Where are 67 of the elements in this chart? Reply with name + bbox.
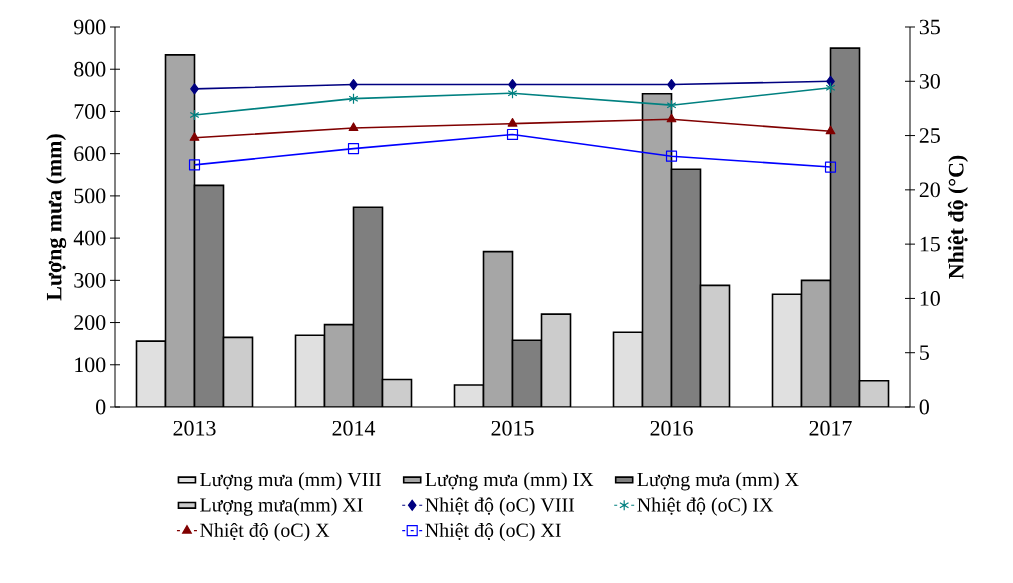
legend-label: Lượng mưa (mm) VIII [200, 472, 381, 491]
bar [641, 92, 673, 407]
point [825, 82, 836, 94]
point [190, 83, 199, 95]
bar [511, 339, 543, 407]
y2-tick-label: 10 [920, 291, 940, 306]
x-tick-label: 2013 [173, 420, 216, 436]
y2-tick-label: 5 [920, 345, 929, 360]
bar [612, 331, 644, 407]
point [189, 109, 200, 121]
legend-label: Nhiệt độ (oC) VIII [425, 497, 575, 516]
y-tick-label: 100 [75, 357, 106, 373]
point [506, 128, 519, 141]
point [189, 132, 200, 141]
y2-tick-label: 30 [919, 73, 940, 89]
point [348, 93, 359, 105]
bar [381, 378, 413, 407]
bar [699, 284, 731, 407]
y-tick-label: 300 [74, 272, 106, 288]
bar [771, 293, 803, 407]
x-tick-label: 2015 [491, 420, 534, 436]
point [665, 150, 678, 162]
x-tick-label: 2014 [332, 420, 376, 436]
bar [482, 250, 514, 407]
point [507, 87, 518, 99]
y-axis-title: Lượng mưa (mm) [46, 134, 67, 301]
bar [193, 184, 225, 407]
bar [323, 323, 355, 407]
y-tick-label: 500 [74, 188, 106, 204]
legend-label: Lượng mưa (mm) X [637, 472, 799, 491]
y-tick-label: 200 [74, 315, 106, 330]
y-tick-label: 800 [74, 61, 106, 77]
bar [670, 168, 702, 407]
point [347, 143, 360, 155]
y-tick-label: 400 [73, 230, 106, 246]
point [507, 118, 518, 127]
bar [352, 206, 384, 407]
y2-tick-label: 20 [919, 182, 940, 198]
y-tick-label: 700 [74, 104, 106, 119]
bar [222, 336, 254, 407]
bar [829, 47, 861, 407]
y-tick-label: 600 [74, 146, 106, 162]
y2-tick-label: 35 [919, 19, 940, 35]
y2-tick-label: 25 [919, 128, 940, 143]
legend-label: Nhiệt độ (oC) XI [425, 522, 561, 542]
bar [164, 54, 196, 407]
point [666, 113, 677, 123]
x-tick-label: 2017 [809, 420, 852, 436]
point [348, 122, 359, 132]
legend-label: Lượng mưa(mm) XI [200, 497, 363, 516]
y2-axis-title: Nhiệt độ (°C) [947, 155, 969, 279]
point [666, 99, 677, 111]
x-tick-label: 2016 [650, 420, 693, 436]
y2-tick-label: 0 [919, 399, 929, 415]
y2-tick-label: 15 [920, 236, 940, 252]
y-tick-label: 900 [74, 19, 106, 35]
bar [294, 334, 326, 407]
legend-label: Nhiệt độ (oC) IX [637, 497, 774, 516]
bar [135, 340, 167, 407]
point [825, 125, 836, 135]
legend-label: Nhiệt độ (oC) X [200, 522, 330, 542]
legend-label: Lượng mưa (mm) IX [425, 472, 594, 491]
bar [540, 313, 572, 407]
y-tick-label: 0 [96, 399, 106, 415]
point [188, 159, 201, 171]
point [824, 161, 837, 173]
bar [800, 279, 832, 407]
